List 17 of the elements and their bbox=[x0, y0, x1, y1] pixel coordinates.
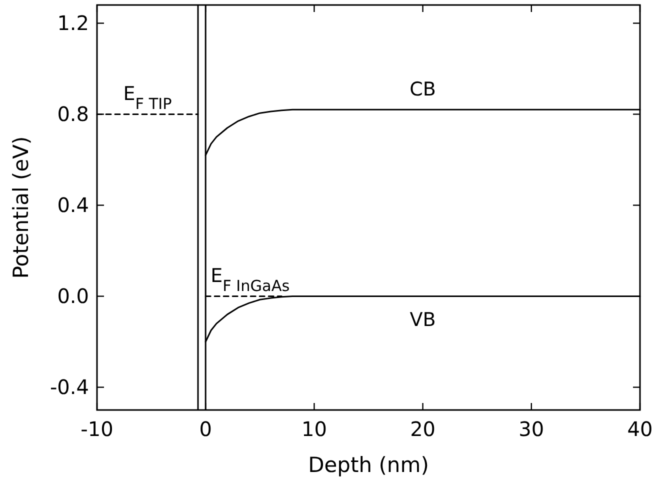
y-tick-label: 0.0 bbox=[57, 284, 89, 308]
x-tick-label: 10 bbox=[301, 417, 327, 441]
x-tick-label: 0 bbox=[199, 417, 212, 441]
x-tick-label: 30 bbox=[518, 417, 544, 441]
series-label: E$_{F TIP}$ bbox=[123, 83, 172, 114]
y-axis-title: Potential (eV) bbox=[9, 136, 33, 279]
x-axis-title: Depth (nm) bbox=[308, 453, 429, 477]
series-label: E$_{F InGaAs}$ bbox=[210, 265, 290, 296]
x-tick-label: -10 bbox=[80, 417, 114, 441]
series-label: VB bbox=[410, 309, 436, 332]
x-tick-label: 20 bbox=[410, 417, 436, 441]
series-label: CB bbox=[410, 78, 436, 101]
x-tick-label: 40 bbox=[627, 417, 653, 441]
y-tick-label: 1.2 bbox=[57, 11, 89, 36]
y-tick-label: 0.8 bbox=[57, 102, 89, 126]
y-tick-label: -0.4 bbox=[50, 375, 89, 400]
y-tick-label: 0.4 bbox=[57, 193, 89, 218]
